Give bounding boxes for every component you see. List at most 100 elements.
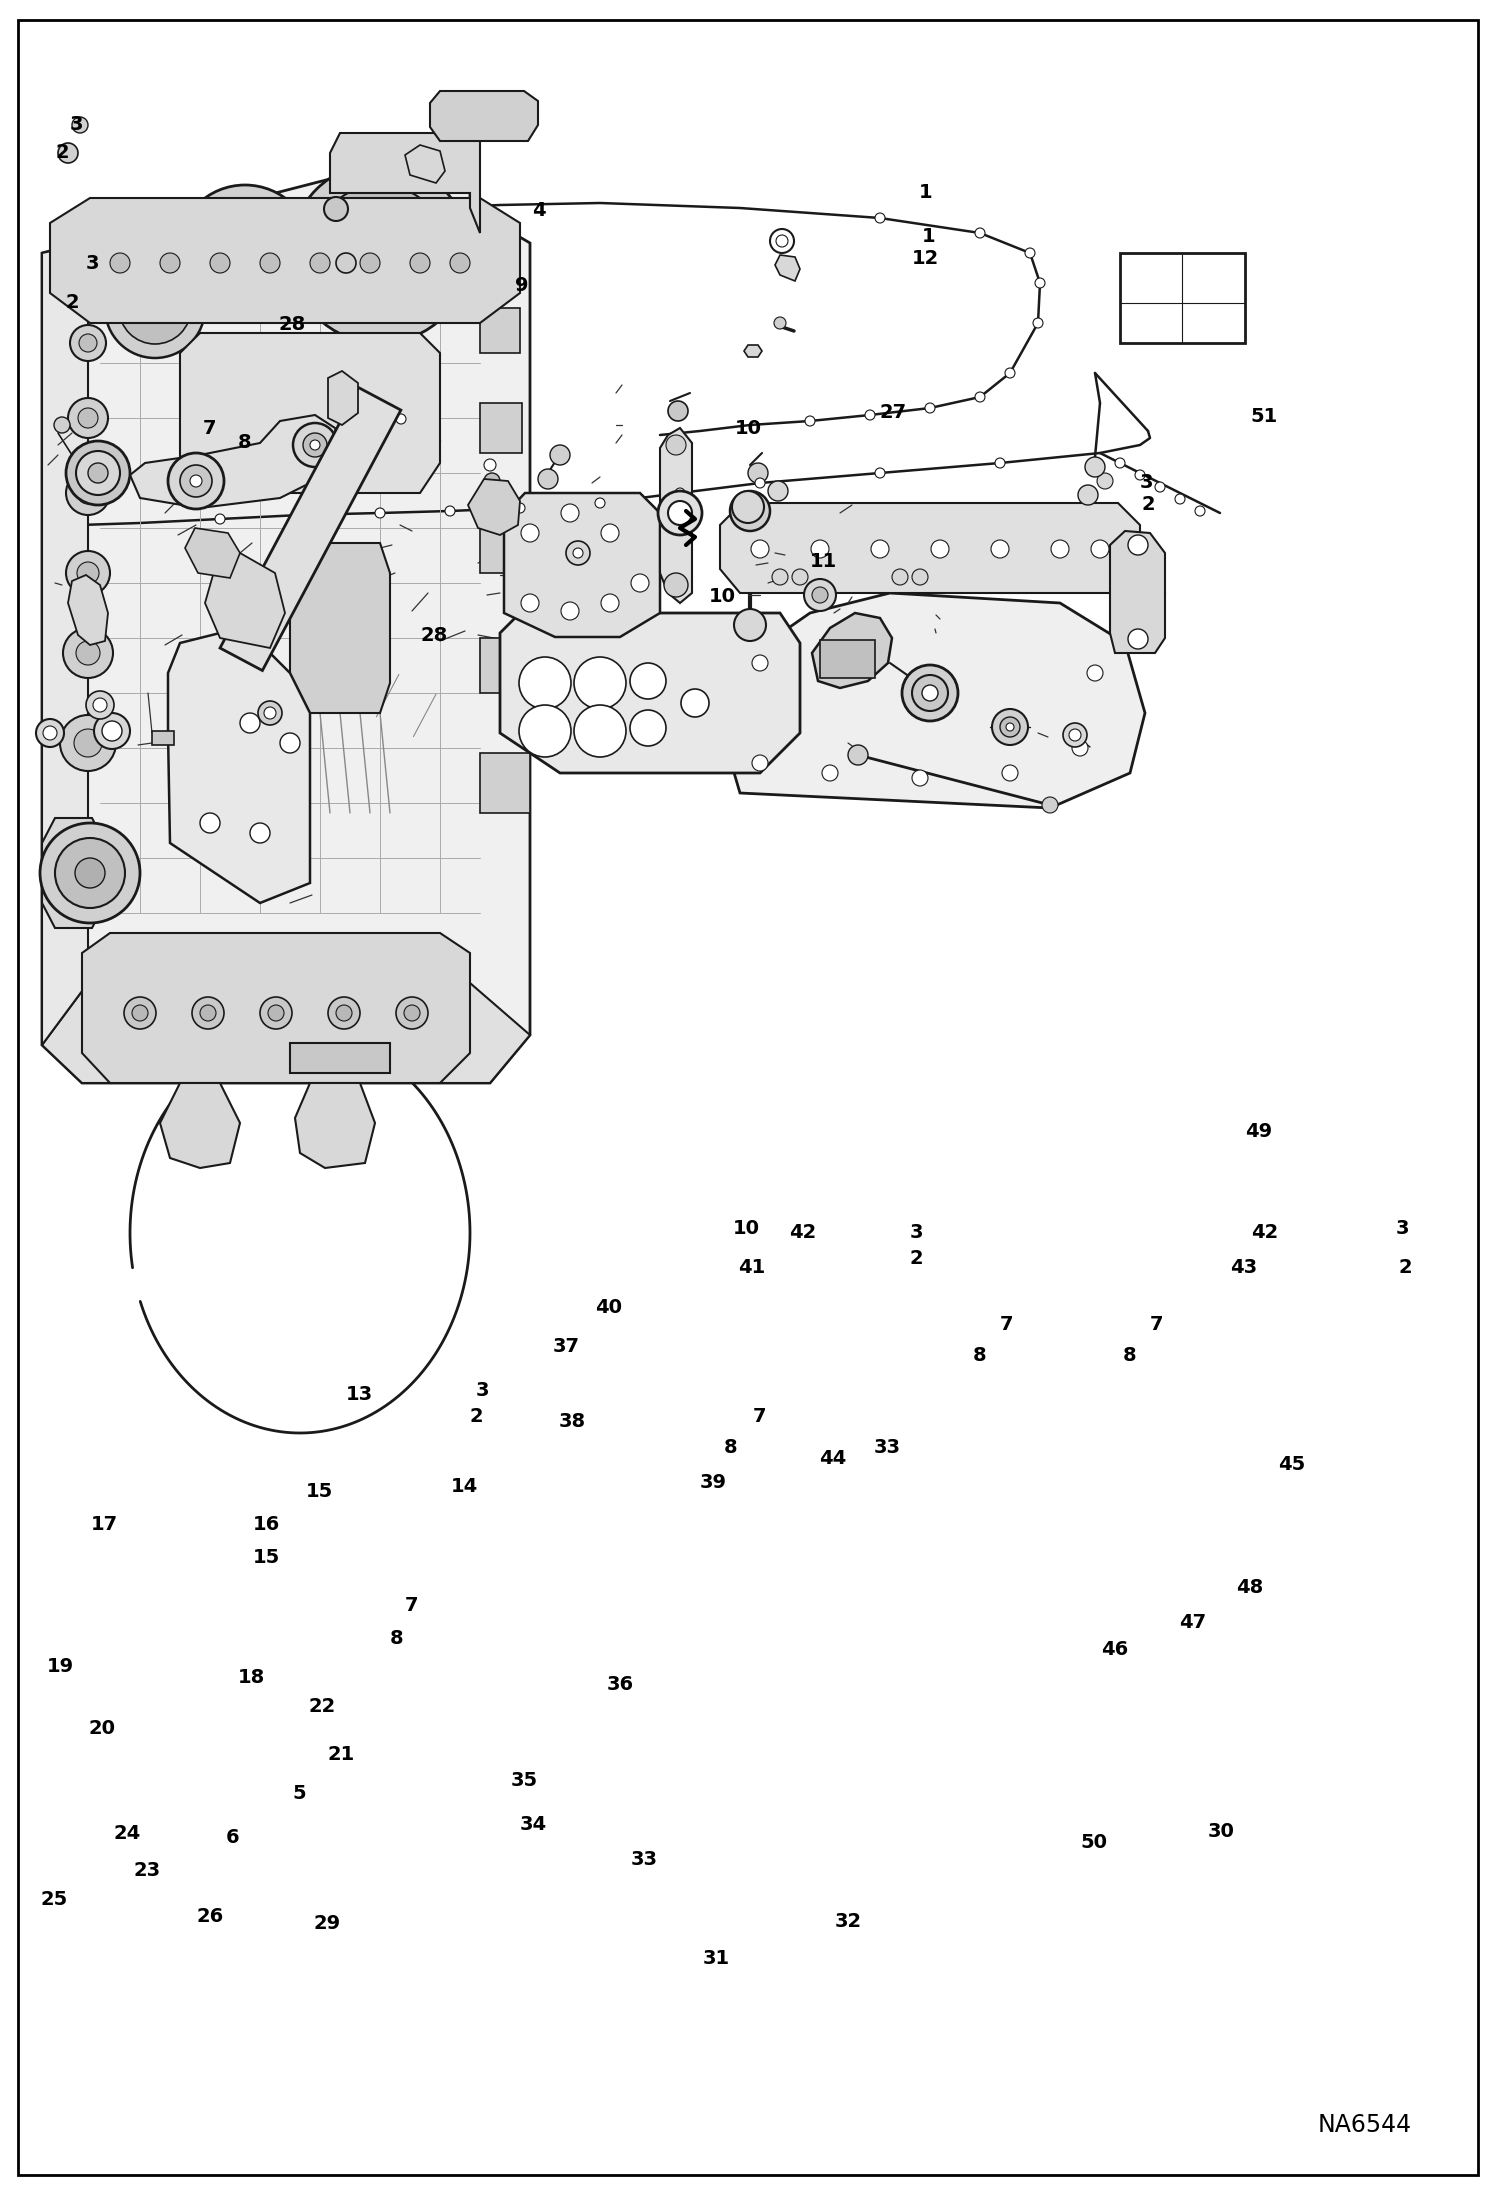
Circle shape — [328, 998, 360, 1029]
Circle shape — [822, 765, 837, 781]
Circle shape — [992, 539, 1010, 557]
Text: 33: 33 — [631, 1851, 658, 1868]
Circle shape — [1128, 629, 1147, 649]
Circle shape — [55, 838, 124, 908]
Circle shape — [1115, 458, 1125, 467]
Circle shape — [268, 1004, 285, 1022]
Polygon shape — [812, 614, 891, 689]
Circle shape — [310, 441, 321, 450]
Circle shape — [484, 458, 496, 471]
Bar — [1121, 252, 1245, 342]
Circle shape — [804, 417, 815, 425]
Polygon shape — [721, 502, 1140, 592]
Text: 15: 15 — [253, 1548, 280, 1566]
Circle shape — [1052, 539, 1070, 557]
Polygon shape — [661, 428, 692, 603]
Text: 8: 8 — [238, 434, 252, 452]
Circle shape — [1005, 368, 1016, 377]
Polygon shape — [160, 1083, 240, 1169]
Circle shape — [40, 822, 139, 923]
Text: 39: 39 — [700, 1474, 727, 1491]
Circle shape — [60, 715, 115, 772]
Circle shape — [79, 603, 96, 618]
Circle shape — [360, 252, 380, 272]
Circle shape — [812, 588, 828, 603]
Circle shape — [912, 568, 927, 586]
Text: 4: 4 — [532, 202, 547, 219]
Circle shape — [36, 719, 64, 748]
Polygon shape — [467, 478, 520, 535]
Circle shape — [141, 294, 169, 322]
Circle shape — [755, 478, 765, 489]
Circle shape — [975, 393, 986, 401]
Circle shape — [912, 770, 927, 785]
Circle shape — [258, 702, 282, 726]
Circle shape — [264, 706, 276, 719]
Polygon shape — [130, 414, 340, 509]
Circle shape — [395, 998, 428, 1029]
Circle shape — [1135, 469, 1144, 480]
Text: 32: 32 — [834, 1912, 861, 1930]
Polygon shape — [180, 333, 440, 493]
Circle shape — [374, 509, 385, 518]
Circle shape — [445, 507, 455, 515]
Circle shape — [336, 252, 357, 272]
Circle shape — [682, 689, 709, 717]
Circle shape — [770, 228, 794, 252]
Circle shape — [109, 252, 130, 272]
Text: 37: 37 — [553, 1338, 580, 1355]
Circle shape — [574, 658, 626, 708]
Circle shape — [67, 397, 108, 439]
Circle shape — [93, 697, 106, 713]
Circle shape — [63, 627, 112, 678]
Circle shape — [201, 1004, 216, 1022]
Text: 3: 3 — [909, 1224, 924, 1241]
Circle shape — [75, 857, 105, 888]
Text: 47: 47 — [1179, 1614, 1206, 1632]
Circle shape — [1079, 485, 1098, 504]
Polygon shape — [42, 143, 530, 1083]
Circle shape — [177, 184, 313, 320]
Circle shape — [668, 401, 688, 421]
Text: 50: 50 — [1080, 1833, 1107, 1851]
Circle shape — [574, 704, 626, 757]
Circle shape — [902, 664, 959, 721]
Circle shape — [330, 384, 357, 412]
Circle shape — [921, 684, 938, 702]
Text: NA6544: NA6544 — [1318, 2114, 1413, 2136]
Circle shape — [313, 1105, 357, 1149]
Text: 28: 28 — [279, 316, 306, 336]
Circle shape — [1035, 279, 1046, 287]
Bar — [479, 752, 530, 814]
Text: 26: 26 — [196, 1908, 223, 1925]
Text: 7: 7 — [999, 1316, 1014, 1333]
Polygon shape — [774, 254, 800, 281]
Text: 3: 3 — [475, 1382, 490, 1399]
Circle shape — [1007, 724, 1014, 730]
Circle shape — [583, 599, 598, 612]
Polygon shape — [500, 614, 800, 772]
Circle shape — [560, 603, 580, 621]
Text: 18: 18 — [238, 1669, 265, 1686]
Text: 2: 2 — [55, 143, 69, 162]
Text: 3: 3 — [1395, 1219, 1410, 1237]
Circle shape — [1195, 507, 1204, 515]
Circle shape — [667, 434, 686, 454]
Text: 38: 38 — [559, 1412, 586, 1430]
Circle shape — [560, 504, 580, 522]
Text: 19: 19 — [46, 1658, 73, 1675]
Circle shape — [78, 408, 97, 428]
Circle shape — [377, 410, 388, 419]
Circle shape — [76, 482, 99, 504]
Text: 43: 43 — [1230, 1259, 1257, 1276]
Circle shape — [1064, 724, 1088, 748]
Text: 23: 23 — [133, 1862, 160, 1879]
Polygon shape — [184, 529, 240, 579]
Circle shape — [595, 498, 605, 509]
Circle shape — [484, 474, 500, 489]
Polygon shape — [404, 145, 445, 182]
Bar — [479, 638, 524, 693]
Text: 35: 35 — [511, 1772, 538, 1789]
Text: 1: 1 — [918, 184, 933, 202]
Polygon shape — [745, 344, 762, 357]
